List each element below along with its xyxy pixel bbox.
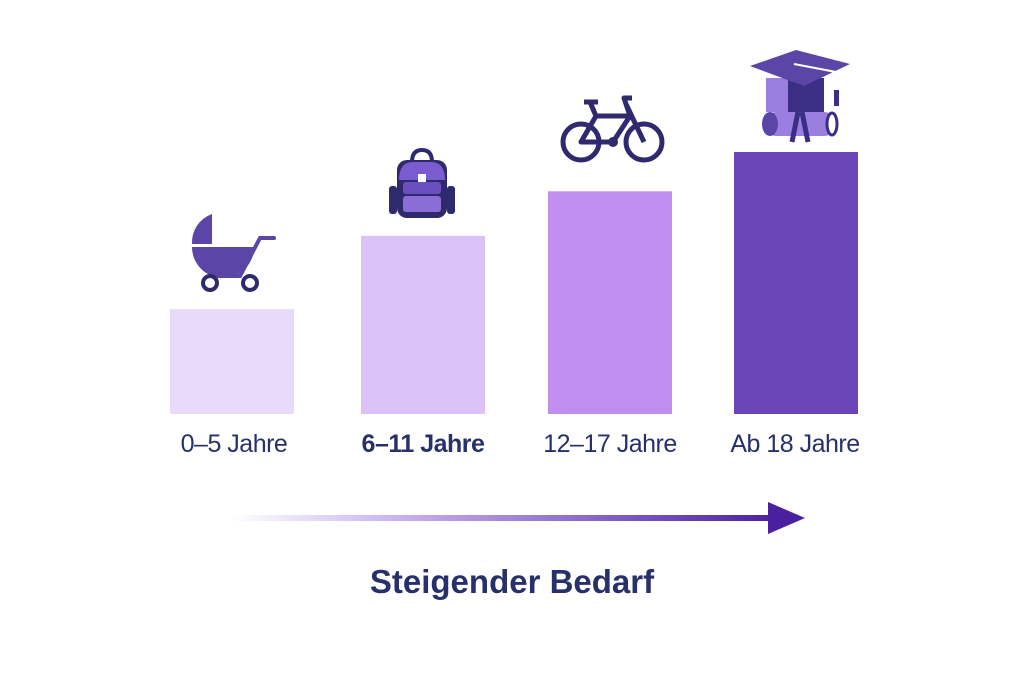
category-label-3: Ab 18 Jahre (730, 430, 860, 458)
x-axis-label: Steigender Bedarf (369, 563, 655, 600)
stroller-icon (191, 214, 276, 292)
category-label-1: 6–11 Jahre (361, 430, 485, 458)
bar-1 (361, 235, 485, 414)
bar-2 (548, 191, 672, 414)
bar-0 (170, 309, 294, 414)
progress-arrow-shaft (232, 515, 777, 521)
graduation-cap-icon (750, 50, 850, 143)
bar-3 (734, 152, 858, 414)
category-label-0: 0–5 Jahre (180, 430, 288, 458)
category-label-2: 12–17 Jahre (543, 430, 677, 458)
backpack-icon (389, 148, 455, 218)
progress-arrow-head (768, 502, 805, 534)
bicycle-icon (560, 95, 665, 163)
